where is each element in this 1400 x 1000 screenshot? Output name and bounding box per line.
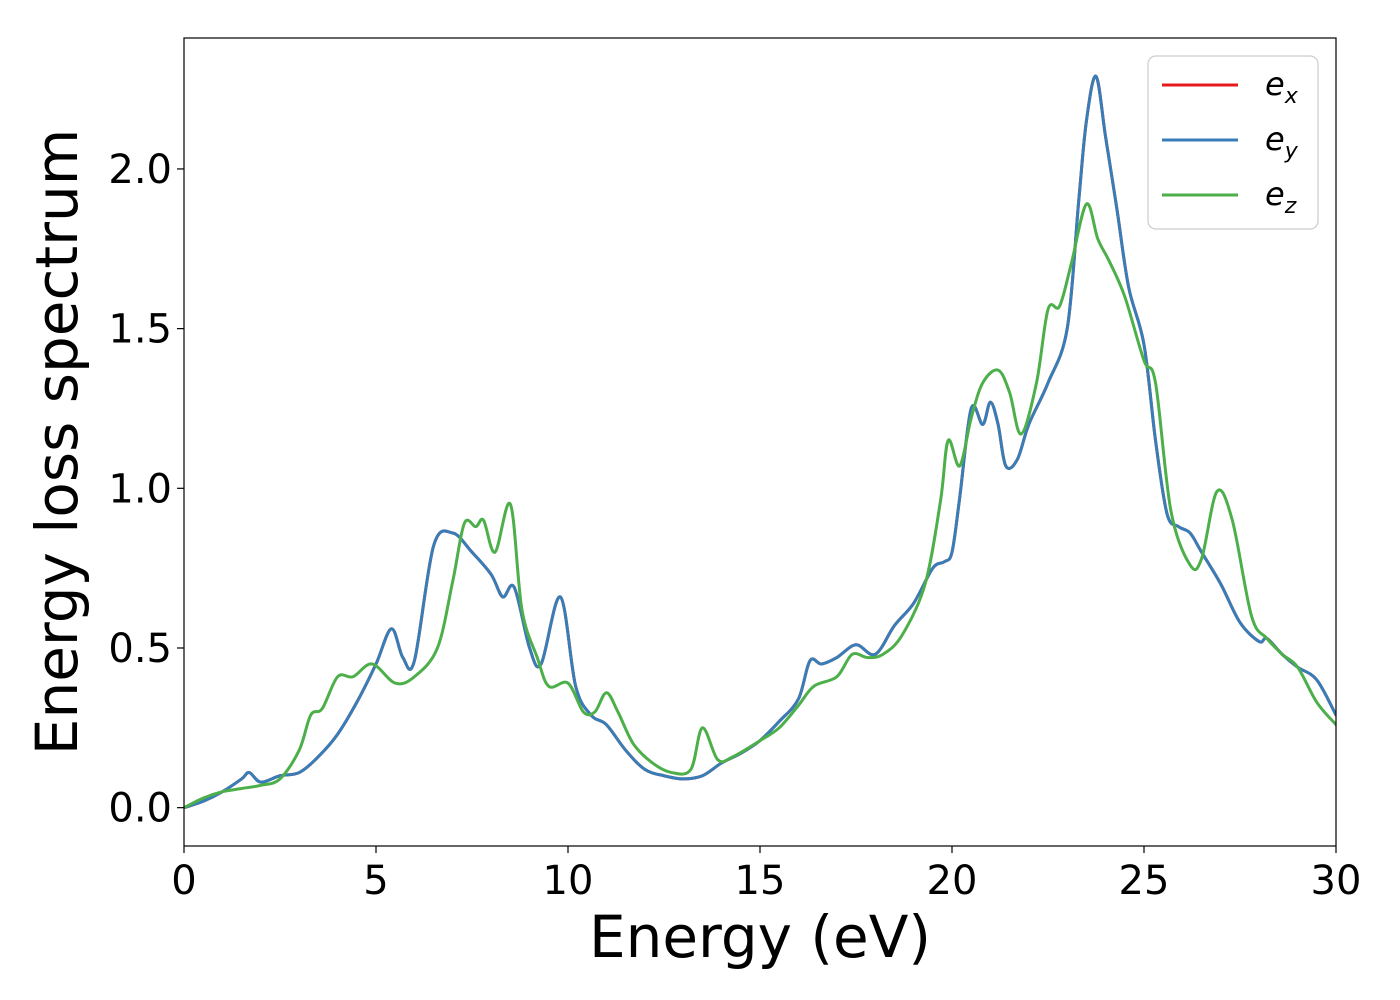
y-tick-label: 1.5: [108, 307, 172, 353]
y-axis-ticks: 0.0 0.5 1.0 1.5 2.0: [108, 147, 184, 832]
x-tick-label: 15: [735, 858, 786, 904]
x-axis-ticks: 0 5 10 15 20 25 30: [171, 846, 1361, 904]
y-tick-label: 2.0: [108, 147, 172, 193]
series-line-z: [184, 202, 1336, 810]
legend-label-y: ey: [1265, 120, 1299, 164]
x-tick-label: 5: [363, 858, 388, 904]
y-axis-label: Energy loss spectrum: [23, 129, 91, 755]
x-axis-label: Energy (eV): [589, 903, 931, 971]
x-tick-label: 25: [1119, 858, 1170, 904]
x-tick-label: 20: [927, 858, 978, 904]
legend-label-x: ex: [1265, 65, 1299, 109]
legend-box: [1147, 55, 1319, 230]
y-tick-label: 0.5: [108, 626, 172, 672]
series-layer: [184, 74, 1336, 810]
y-tick-label: 0.0: [108, 786, 172, 832]
x-tick-label: 0: [171, 858, 196, 904]
x-tick-label: 10: [543, 858, 594, 904]
x-tick-label: 30: [1311, 858, 1362, 904]
y-tick-label: 1.0: [108, 466, 172, 512]
